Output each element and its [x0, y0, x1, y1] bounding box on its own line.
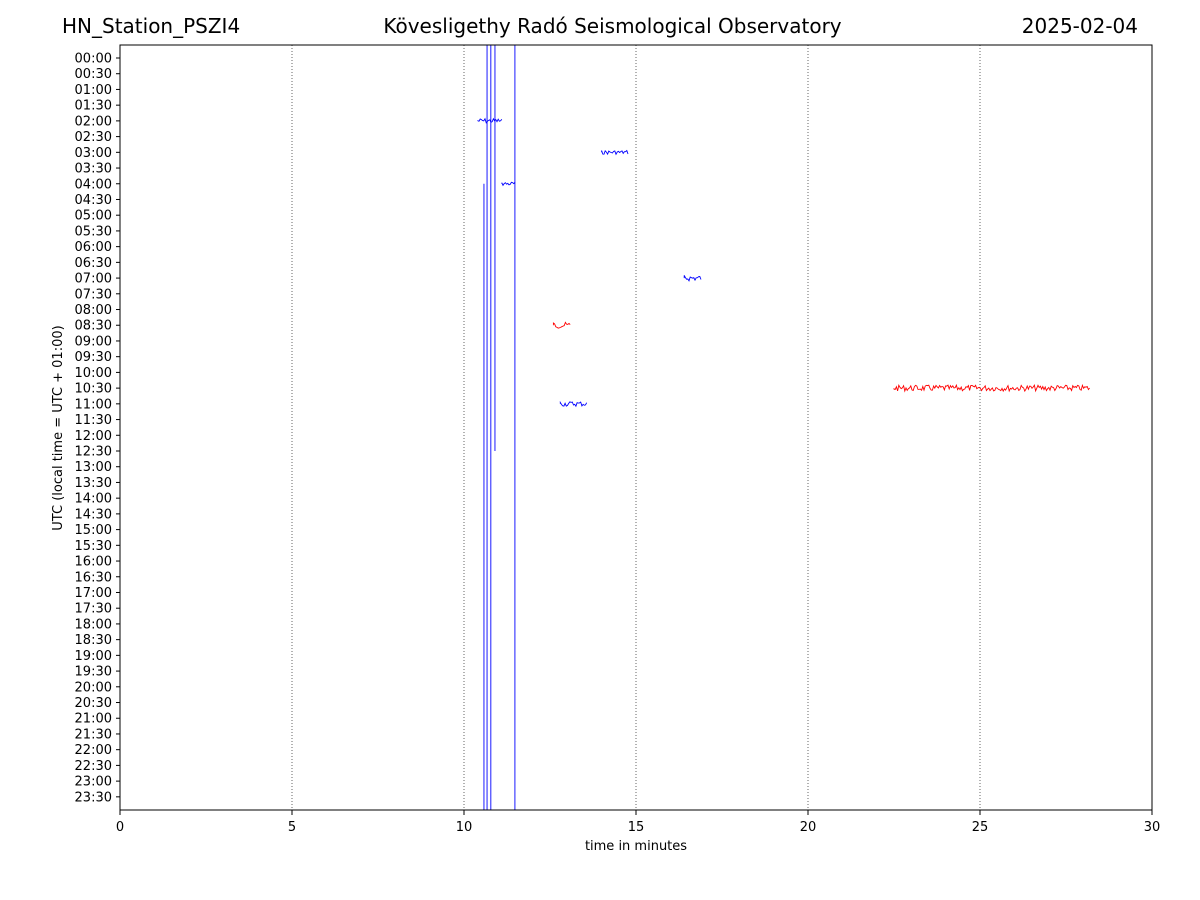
- y-tick-label: 14:00: [75, 492, 112, 507]
- x-tick-label: 15: [628, 820, 645, 835]
- trace-layer: [477, 45, 1090, 810]
- event-trace: [552, 321, 571, 329]
- event-trace: [501, 181, 516, 187]
- y-tick-label: 15:00: [75, 523, 112, 538]
- x-axis-label: time in minutes: [585, 839, 687, 854]
- event-trace: [893, 383, 1090, 393]
- y-tick-label: 08:30: [75, 319, 112, 334]
- event-trace: [559, 400, 588, 408]
- y-tick-label: 11:00: [75, 397, 112, 412]
- y-tick-label: 17:00: [75, 586, 112, 601]
- y-tick-label: 07:30: [75, 287, 112, 302]
- y-tick-label: 12:30: [75, 445, 112, 460]
- axis-layer: 0 5 10 15 20 25 30 00:0000:3001:0001:3002:0002:…: [75, 52, 1161, 836]
- grid-layer: [291, 45, 981, 810]
- y-tick-label: 12:00: [75, 429, 112, 444]
- x-tick-label: 10: [456, 820, 473, 835]
- event-trace: [601, 149, 629, 156]
- y-tick-label: 09:30: [75, 350, 112, 365]
- y-tick-label: 08:00: [75, 303, 112, 318]
- event-trace: [477, 117, 503, 124]
- x-tick-label: 20: [800, 820, 817, 835]
- y-tick-label: 01:00: [75, 83, 112, 98]
- y-tick-label: 02:00: [75, 114, 112, 129]
- y-axis-label: UTC (local time = UTC + 01:00): [51, 325, 66, 530]
- y-tick-label: 22:00: [75, 743, 112, 758]
- y-tick-label: 18:30: [75, 633, 112, 648]
- y-tick-label: 21:30: [75, 727, 112, 742]
- y-tick-label: 05:00: [75, 209, 112, 224]
- x-tick-label: 0: [116, 820, 124, 835]
- y-tick-label: 23:00: [75, 775, 112, 790]
- y-tick-label: 03:00: [75, 146, 112, 161]
- y-tick-label: 10:30: [75, 382, 112, 397]
- event-trace: [683, 275, 702, 282]
- y-tick-label: 04:30: [75, 193, 112, 208]
- date-title: 2025-02-04: [1021, 14, 1138, 38]
- y-tick-label: 06:30: [75, 256, 112, 271]
- y-tick-label: 22:30: [75, 759, 112, 774]
- y-tick-label: 13:00: [75, 460, 112, 475]
- y-tick-label: 13:30: [75, 476, 112, 491]
- y-tick-label: 23:30: [75, 790, 112, 805]
- y-tick-label: 03:30: [75, 162, 112, 177]
- y-tick-label: 04:00: [75, 177, 112, 192]
- y-tick-label: 00:30: [75, 67, 112, 82]
- observatory-title: Kövesligethy Radó Seismological Observat…: [383, 14, 842, 38]
- y-tick-label: 10:00: [75, 366, 112, 381]
- y-tick-label: 11:30: [75, 413, 112, 428]
- y-tick-label: 01:30: [75, 99, 112, 114]
- y-tick-label: 17:30: [75, 602, 112, 617]
- y-tick-label: 14:30: [75, 507, 112, 522]
- x-tick-label: 30: [1144, 820, 1161, 835]
- y-tick-label: 07:00: [75, 272, 112, 287]
- y-tick-label: 05:30: [75, 224, 112, 239]
- y-tick-label: 16:30: [75, 570, 112, 585]
- y-tick-label: 20:30: [75, 696, 112, 711]
- y-tick-label: 19:30: [75, 665, 112, 680]
- y-tick-label: 20:00: [75, 680, 112, 695]
- y-tick-label: 09:00: [75, 334, 112, 349]
- x-tick-label: 5: [288, 820, 296, 835]
- x-tick-label: 25: [972, 820, 989, 835]
- y-tick-label: 19:00: [75, 649, 112, 664]
- y-tick-label: 15:30: [75, 539, 112, 554]
- y-tick-label: 21:00: [75, 712, 112, 727]
- y-tick-label: 00:00: [75, 52, 112, 67]
- y-tick-label: 06:00: [75, 240, 112, 255]
- y-tick-label: 16:00: [75, 555, 112, 570]
- station-title: HN_Station_PSZI4: [62, 14, 241, 38]
- y-tick-label: 18:00: [75, 617, 112, 632]
- y-tick-label: 02:30: [75, 130, 112, 145]
